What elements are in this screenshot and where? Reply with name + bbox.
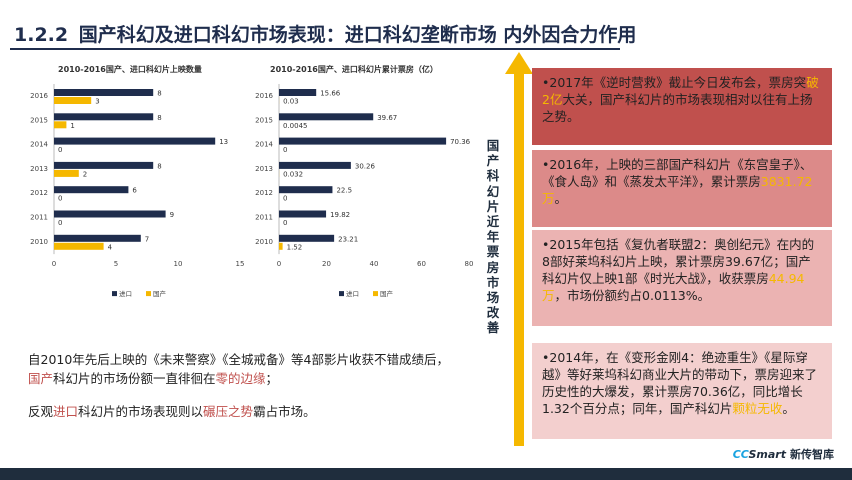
bar-import [54, 161, 154, 169]
card-2014: •2014年，在《变形金刚4：绝迹重生》《星际穿越》等好莱坞科幻商业大片的带动下… [532, 343, 832, 439]
chart-count: 2016 8 3 2015 8 1 2014 13 0 2013 8 2 2012 6 0 2011 9 0 201… [30, 84, 245, 298]
legend-swatch [112, 291, 117, 297]
data-label: 15.66 [320, 90, 341, 98]
bar-import [54, 234, 141, 242]
bar-import [54, 186, 129, 194]
tick-label: 80 [465, 260, 474, 268]
data-label: 39.67 [377, 114, 397, 122]
bar-domestic [54, 242, 104, 250]
data-label: 8 [157, 162, 161, 170]
tick-label: 0 [52, 260, 56, 268]
footer-bar [0, 468, 852, 480]
tick-label: 5 [114, 260, 118, 268]
card-2016: •2016年，上映的三部国产科幻片《东宫皇子》、《食人岛》和《蒸发太平洋》，累计… [532, 150, 832, 227]
legend-label: 国产 [153, 289, 167, 298]
bar-import [279, 234, 335, 242]
data-label: 70.36 [450, 138, 471, 146]
bar-import [54, 137, 216, 145]
arrow-vertical-label: 国产科幻片近年票房市场改善 [486, 138, 500, 336]
bar-import [54, 210, 166, 218]
legend-label: 进口 [119, 290, 132, 298]
note-paragraph-1: 自2010年先后上映的《未来警察》《全城戒备》等4部影片收获不错成绩后，国产科幻… [28, 352, 450, 386]
legend-label: 国产 [380, 289, 394, 298]
data-label: 0.032 [283, 170, 303, 178]
tick-label: 10 [174, 260, 183, 268]
category-label: 2011 [255, 214, 273, 222]
data-label: 0.0045 [283, 122, 308, 130]
bar-import [279, 137, 447, 145]
chart-boxoffice: 2016 15.66 0.03 2015 39.67 0.0045 2014 70.36 0 20… [255, 84, 474, 298]
card-2015: •2015年包括《复仇者联盟2：奥创纪元》在内的8部好莱坞科幻片上映，累计票房3… [532, 230, 832, 326]
up-arrow-shaft [514, 72, 524, 446]
data-label: 6 [132, 187, 137, 195]
data-label: 30.26 [355, 162, 376, 170]
bar-import [54, 89, 154, 96]
category-label: 2015 [255, 116, 273, 124]
bar-domestic [54, 97, 92, 104]
bar-import [279, 210, 327, 218]
ccsmart-logo: CCSmart 新传智库 [732, 448, 834, 461]
data-label: 0 [58, 219, 62, 227]
bar-import [279, 161, 351, 169]
tick-label: 60 [417, 260, 426, 268]
bar-import [54, 113, 154, 121]
category-label: 2014 [30, 141, 48, 149]
chart1-title: 2010-2016国产、进口科幻片上映数量 [58, 65, 202, 74]
data-label: 1 [70, 122, 74, 130]
bar-import [279, 89, 317, 96]
category-label: 2010 [255, 238, 273, 246]
data-label: 8 [157, 90, 161, 98]
category-label: 2014 [255, 141, 273, 149]
page-title: 1.2.2 国产科幻及进口科幻市场表现：进口科幻垄断市场 内外因合力作用 [14, 20, 636, 47]
data-label: 0.03 [283, 98, 299, 106]
category-label: 2015 [30, 116, 48, 124]
category-label: 2013 [255, 165, 273, 173]
note-paragraph-2: 反观进口科幻片的市场表现则以碾压之势霸占市场。 [28, 404, 316, 419]
category-label: 2016 [30, 92, 48, 100]
bar-domestic [54, 169, 79, 177]
tick-label: 20 [322, 260, 331, 268]
data-label: 0 [58, 146, 62, 154]
data-label: 4 [108, 243, 113, 251]
data-label: 0 [58, 195, 62, 203]
tick-label: 40 [370, 260, 379, 268]
data-label: 7 [145, 235, 149, 243]
title-bar: 1.2.2 国产科幻及进口科幻市场表现：进口科幻垄断市场 内外因合力作用 [0, 0, 852, 62]
legend-swatch [339, 291, 344, 297]
category-label: 2012 [30, 189, 48, 197]
tick-label: 0 [277, 260, 281, 268]
bar-domestic [54, 121, 67, 129]
bar-import [279, 186, 333, 194]
title-text: 国产科幻及进口科幻市场表现：进口科幻垄断市场 内外因合力作用 [78, 24, 637, 46]
data-label: 19.82 [330, 211, 350, 219]
category-label: 2012 [255, 189, 273, 197]
data-label: 0 [283, 146, 287, 154]
data-label: 9 [170, 211, 174, 219]
data-label: 2 [83, 170, 87, 178]
legend-label: 进口 [346, 290, 359, 298]
data-label: 23.21 [338, 235, 358, 243]
category-label: 2013 [30, 165, 48, 173]
category-label: 2011 [30, 214, 48, 222]
up-arrow-head [505, 52, 533, 74]
data-label: 22.5 [336, 187, 352, 195]
category-label: 2016 [255, 92, 273, 100]
data-label: 0 [283, 219, 287, 227]
title-underline [10, 48, 620, 50]
data-label: 3 [95, 98, 99, 106]
bar-domestic [279, 242, 283, 250]
data-label: 8 [157, 114, 161, 122]
legend-swatch [146, 291, 151, 297]
chart2-title: 2010-2016国产、进口科幻片累计票房（亿） [270, 65, 438, 74]
legend-swatch [373, 291, 378, 297]
data-label: 1.52 [287, 243, 303, 251]
card-2017: •2017年《逆时营救》截止今日发布会，票房突破2亿大关，国产科幻片的市场表现相… [532, 68, 832, 145]
category-label: 2010 [30, 238, 48, 246]
section-number: 1.2.2 [14, 24, 69, 46]
data-label: 13 [219, 138, 228, 146]
bar-import [279, 113, 374, 121]
data-label: 0 [283, 195, 287, 203]
tick-label: 15 [236, 260, 245, 268]
